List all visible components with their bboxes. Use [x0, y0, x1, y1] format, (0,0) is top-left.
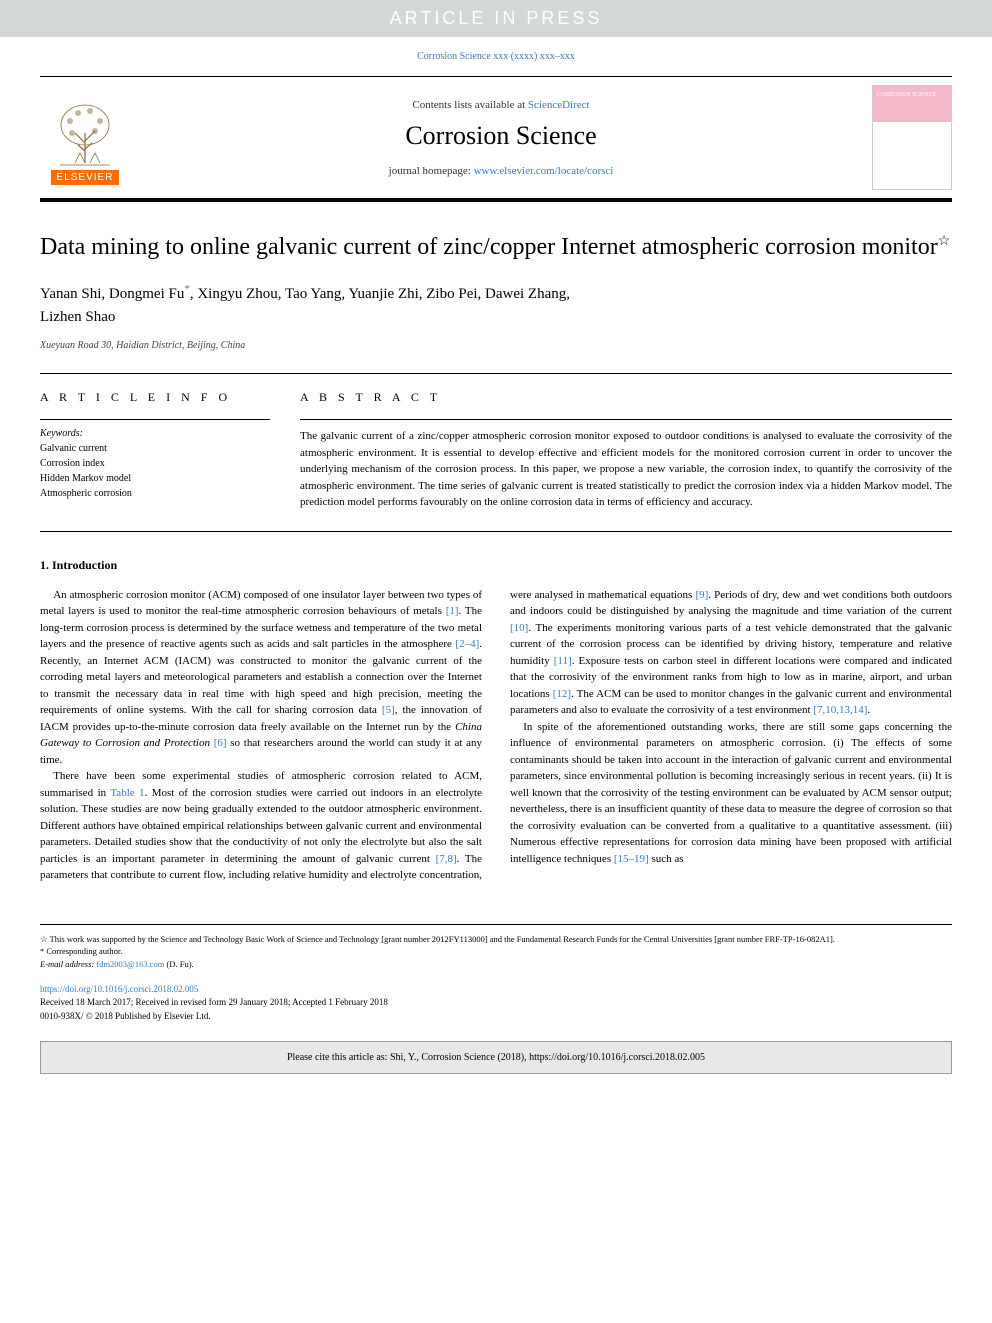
title-star-note: ☆	[938, 234, 951, 249]
received-dates: Received 18 March 2017; Received in revi…	[40, 996, 952, 1010]
ref-5[interactable]: [5]	[382, 704, 395, 716]
affiliation: Xueyuan Road 30, Haidian District, Beiji…	[40, 340, 952, 351]
cite-this-article-box: Please cite this article as: Shi, Y., Co…	[40, 1041, 952, 1074]
abstract-heading: A B S T R A C T	[300, 390, 952, 405]
paragraph-4: In spite of the aforementioned outstandi…	[510, 719, 952, 868]
authors-line2: Lizhen Shao	[40, 309, 115, 325]
ref-11[interactable]: [11]	[554, 655, 572, 667]
abstract-column: A B S T R A C T The galvanic current of …	[300, 390, 952, 511]
doi-link[interactable]: https://doi.org/10.1016/j.corsci.2018.02…	[40, 984, 198, 994]
p3a: of galvanic current	[341, 853, 436, 865]
ref-12[interactable]: [12]	[553, 688, 571, 700]
funding-note: ☆ This work was supported by the Science…	[40, 933, 952, 946]
sciencedirect-link[interactable]: ScienceDirect	[528, 99, 590, 111]
ref-1[interactable]: [1]	[446, 605, 459, 617]
ref-15-19[interactable]: [15–19]	[614, 853, 649, 865]
journal-homepage-line: journal homepage: www.elsevier.com/locat…	[130, 165, 872, 177]
ref-10[interactable]: [10]	[510, 622, 528, 634]
corresponding-note: * Corresponding author.	[40, 945, 952, 958]
p1a: An atmospheric corrosion monitor (ACM) c…	[40, 589, 482, 618]
authors-line1a: Yanan Shi, Dongmei Fu	[40, 286, 184, 302]
contents-prefix: Contents lists available at	[412, 99, 527, 111]
ref-9[interactable]: [9]	[695, 589, 708, 601]
paragraph-1: An atmospheric corrosion monitor (ACM) c…	[40, 587, 482, 769]
p3g: .	[867, 704, 870, 716]
p3f: . The ACM can be used to monitor changes…	[510, 688, 952, 717]
authors-block: Yanan Shi, Dongmei Fu*, Xingyu Zhou, Tao…	[40, 281, 952, 328]
keyword-1: Galvanic current	[40, 441, 270, 456]
body-columns: An atmospheric corrosion monitor (ACM) c…	[40, 587, 952, 884]
contents-list-line: Contents lists available at ScienceDirec…	[130, 99, 872, 111]
divider-abstract	[300, 419, 952, 420]
article-info-heading: A R T I C L E I N F O	[40, 390, 270, 405]
email-suffix: (D. Fu).	[164, 959, 193, 969]
homepage-prefix: journal homepage:	[389, 165, 474, 177]
p4a: In spite of the aforementioned outstandi…	[510, 721, 952, 865]
abstract-text: The galvanic current of a zinc/copper at…	[300, 428, 952, 511]
footnotes: ☆ This work was supported by the Science…	[40, 924, 952, 971]
elsevier-tree-icon	[50, 103, 120, 168]
email-line: E-mail address: fdm2003@163.com (D. Fu).	[40, 958, 952, 971]
keyword-4: Atmospheric corrosion	[40, 486, 270, 501]
citation-header: Corrosion Science xxx (xxxx) xxx–xxx	[0, 37, 992, 76]
table-1-link[interactable]: Table 1	[110, 787, 144, 799]
copyright-line: 0010-938X/ © 2018 Published by Elsevier …	[40, 1010, 952, 1024]
cover-title-text: CORROSION SCIENCE	[877, 92, 936, 98]
article-in-press-banner: ARTICLE IN PRESS	[0, 0, 992, 37]
p4b: such as	[649, 853, 684, 865]
article-info-column: A R T I C L E I N F O Keywords: Galvanic…	[40, 390, 270, 511]
introduction-heading: 1. Introduction	[40, 558, 952, 573]
email-link[interactable]: fdm2003@163.com	[96, 959, 164, 969]
journal-header: ELSEVIER Contents lists available at Sci…	[40, 76, 952, 202]
authors-line1b: , Xingyu Zhou, Tao Yang, Yuanjie Zhi, Zi…	[190, 286, 570, 302]
keyword-2: Corrosion index	[40, 456, 270, 471]
ref-6[interactable]: [6]	[214, 737, 227, 749]
info-abstract-row: A R T I C L E I N F O Keywords: Galvanic…	[40, 374, 952, 531]
article-title: Data mining to online galvanic current o…	[40, 232, 952, 263]
elsevier-logo: ELSEVIER	[40, 90, 130, 185]
title-text: Data mining to online galvanic current o…	[40, 234, 938, 260]
journal-homepage-link[interactable]: www.elsevier.com/locate/corsci	[474, 165, 614, 177]
journal-name: Corrosion Science	[130, 121, 872, 151]
email-label: E-mail address:	[40, 959, 94, 969]
ref-2-4[interactable]: [2–4]	[455, 638, 479, 650]
ref-7-10-13-14[interactable]: [7,10,13,14]	[813, 704, 867, 716]
elsevier-label: ELSEVIER	[51, 170, 120, 185]
divider-bottom	[40, 531, 952, 532]
journal-cover-thumb: CORROSION SCIENCE	[872, 85, 952, 190]
keywords-label: Keywords:	[40, 428, 270, 439]
ref-7-8[interactable]: [7,8]	[436, 853, 457, 865]
keyword-3: Hidden Markov model	[40, 471, 270, 486]
doi-block: https://doi.org/10.1016/j.corsci.2018.02…	[40, 983, 952, 1024]
divider-keywords	[40, 419, 270, 420]
header-center: Contents lists available at ScienceDirec…	[130, 99, 872, 177]
